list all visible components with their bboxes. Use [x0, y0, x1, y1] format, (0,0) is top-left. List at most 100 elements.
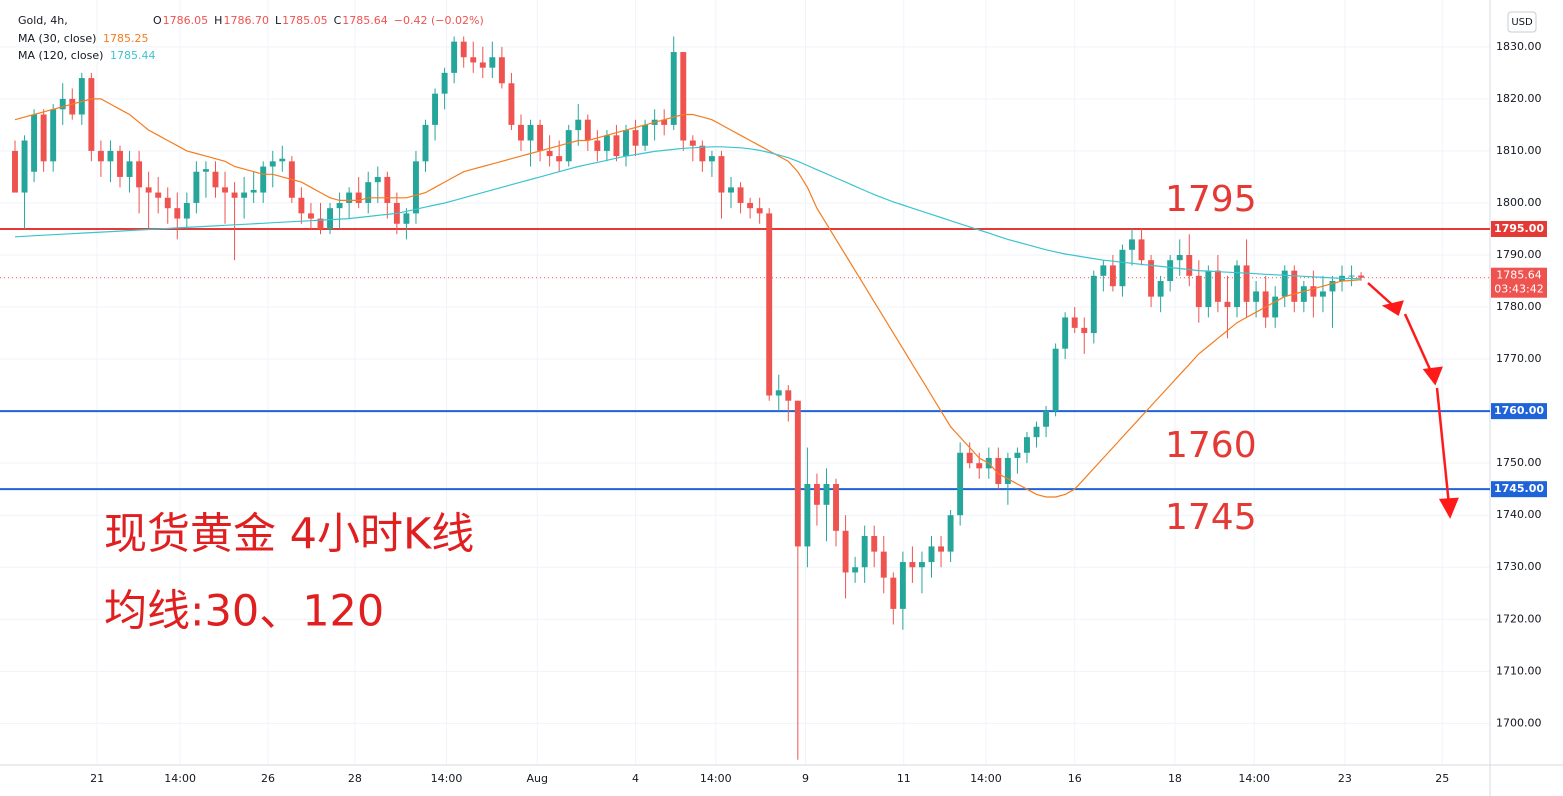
candle-body — [1205, 270, 1212, 308]
annotation: 1745 — [1165, 497, 1257, 538]
candle-body — [527, 124, 534, 141]
candle-body — [1262, 291, 1269, 318]
candle-body — [1109, 265, 1116, 287]
price-tag — [1491, 267, 1547, 298]
candle-body — [59, 98, 66, 110]
y-tick-label: 1810.00 — [1496, 144, 1542, 157]
candle-body — [1253, 291, 1260, 302]
candle-body — [441, 72, 448, 94]
candle-body — [1157, 281, 1164, 297]
y-tick-label: 1750.00 — [1496, 456, 1542, 469]
legend-name: MA (30, close) — [18, 32, 96, 45]
candle-body — [222, 187, 228, 193]
candle-body — [164, 197, 171, 209]
ohlc-value: 1785.05 — [282, 14, 328, 27]
level-tag — [1491, 403, 1547, 420]
candle-body — [785, 390, 792, 401]
candle-body — [537, 124, 544, 151]
candle-body — [1071, 317, 1078, 328]
ohlc-key: L — [275, 14, 282, 27]
candle-body — [97, 150, 104, 162]
legend-name: MA (120, close) — [18, 49, 103, 62]
candle-body — [1167, 260, 1174, 282]
candle-body — [1004, 457, 1011, 484]
arrow-head — [1381, 300, 1404, 316]
candle-body — [1214, 270, 1221, 302]
y-tick-label: 1740.00 — [1496, 508, 1542, 521]
countdown-label: 03:43:42 — [1494, 283, 1543, 296]
candle-body — [976, 463, 983, 469]
candle-body — [890, 577, 897, 609]
candle-body — [69, 98, 76, 115]
candle-body — [231, 192, 238, 198]
candle-body — [260, 166, 267, 193]
currency-label[interactable]: USD — [1511, 17, 1533, 28]
candle-body — [117, 150, 123, 177]
candle-body — [852, 567, 859, 573]
y-tick-label: 1710.00 — [1496, 664, 1542, 677]
candle-body — [1291, 270, 1298, 302]
candle-body — [212, 171, 219, 188]
candle-body — [479, 62, 486, 68]
y-tick-label: 1830.00 — [1496, 40, 1542, 53]
candle-body — [565, 130, 572, 162]
candle-body — [136, 161, 143, 188]
candle-body — [1081, 327, 1088, 334]
candle-body — [603, 135, 610, 151]
candle-body — [1319, 291, 1326, 297]
candle-body — [1186, 255, 1193, 276]
candle-body — [1100, 265, 1107, 276]
y-tick-label: 1820.00 — [1496, 92, 1542, 105]
arrow-head — [1438, 497, 1459, 519]
candle-body — [1090, 275, 1097, 334]
x-tick-label: 14:00 — [164, 772, 196, 785]
level-tag — [1491, 481, 1547, 498]
candle-body — [88, 78, 95, 151]
currency-button[interactable] — [1507, 11, 1537, 33]
x-tick-label: 23 — [1338, 772, 1352, 785]
candle-body — [1281, 270, 1288, 297]
candle-body — [413, 161, 419, 214]
plot — [0, 36, 1490, 760]
ohlc-key: O — [153, 14, 162, 27]
annotation: 1760 — [1165, 425, 1257, 466]
legend-value: 1785.44 — [110, 49, 156, 62]
candle-body — [642, 124, 649, 146]
legend-value: 1785.25 — [103, 32, 149, 45]
candle-body — [470, 57, 477, 63]
candle-body — [880, 551, 887, 578]
candle-body — [1033, 426, 1040, 438]
candle-body — [365, 182, 372, 203]
candle-body — [670, 52, 677, 125]
ohlc-key: C — [334, 14, 342, 27]
candle-body — [1348, 275, 1355, 277]
candle-body — [718, 156, 725, 193]
candle-body — [298, 197, 305, 214]
candle-body — [403, 213, 410, 224]
candle-body — [451, 41, 458, 73]
candle-body — [355, 192, 362, 203]
candle-body — [250, 189, 257, 193]
level-tag — [1491, 220, 1547, 237]
candle-body — [1138, 239, 1145, 261]
x-tick-label: Aug — [526, 772, 547, 785]
candle-body — [307, 213, 314, 219]
candle-body — [766, 213, 773, 396]
candle-body — [327, 208, 333, 229]
candle-body — [1176, 255, 1183, 261]
candle-body — [947, 515, 954, 552]
candle-body — [689, 140, 696, 146]
candle-body — [1119, 249, 1126, 287]
annotation: 1795 — [1165, 179, 1257, 220]
candle-body — [1310, 286, 1317, 297]
candle-body — [747, 202, 754, 209]
candle-body — [995, 457, 1002, 484]
ohlc-change: −0.42 (−0.02%) — [394, 14, 484, 27]
candle-body — [623, 130, 629, 157]
candle-body — [861, 536, 868, 568]
candle-body — [1014, 452, 1021, 458]
candle-body — [823, 483, 830, 505]
x-tick-label: 14:00 — [970, 772, 1002, 785]
candle-body — [1234, 265, 1240, 308]
candle-body — [1272, 296, 1279, 318]
